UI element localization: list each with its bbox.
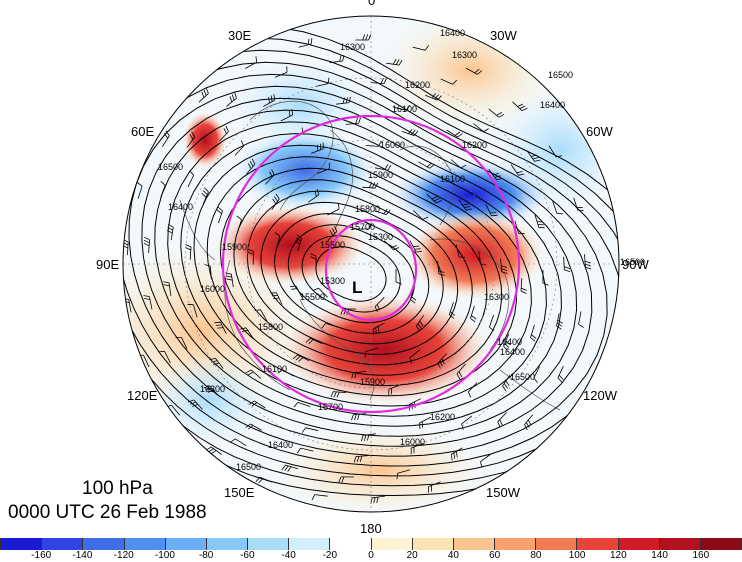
colorbar-cell [207, 538, 248, 550]
colorbar-tick-labels: -160 -140 -120 -100 -80 -60 -40 -20 0 20 40 60 80 100… [0, 551, 742, 562]
contour-label: 15900 [360, 377, 385, 387]
contour-label: 16000 [380, 140, 405, 150]
pale-cool-patch [150, 355, 270, 445]
colorbar-tick: 120 [610, 551, 627, 561]
colorbar-tick: -100 [155, 551, 175, 561]
colorbar-cell [330, 538, 371, 550]
contour-label: 16400 [168, 202, 193, 212]
colorbar-tick: 160 [692, 551, 709, 561]
contour-label: 16100 [392, 104, 417, 114]
longitude-label: 60E [131, 125, 154, 138]
colorbar-tick: 0 [368, 551, 374, 561]
contour-label: 15300 [368, 232, 393, 242]
contour-label: 15800 [258, 322, 283, 332]
contour-label: 15700 [350, 222, 375, 232]
colorbar-tick: -40 [281, 551, 295, 561]
colorbar-cell [660, 538, 701, 550]
contour-label: 16500 [548, 70, 573, 80]
colorbar-cell [495, 538, 536, 550]
colorbar-cell [619, 538, 660, 550]
contour-label: 15500 [320, 240, 345, 250]
colorbar-cell [248, 538, 289, 550]
colorbar-cell [536, 538, 577, 550]
colorbar-tick: 80 [530, 551, 541, 561]
contour-label: 16100 [262, 364, 287, 374]
contour-label: 16300 [452, 50, 477, 60]
contour-label: 16500 [158, 162, 183, 172]
contour-label: 15900 [368, 170, 393, 180]
colorbar-tick: 100 [569, 551, 586, 561]
contour-label: 16100 [440, 174, 465, 184]
anomaly-shading [80, 10, 630, 515]
colorbar-tick: 60 [489, 551, 500, 561]
contour-label: 15500 [300, 292, 325, 302]
contour-label: 16300 [340, 42, 365, 52]
pale-warm-patch [270, 425, 490, 515]
contour-label: 15800 [355, 204, 380, 214]
longitude-label: 30E [228, 29, 251, 42]
colorbar-tick: 20 [407, 551, 418, 561]
contour-label: 16200 [430, 412, 455, 422]
contour-label: 16400 [500, 347, 525, 357]
valid-time-label: 0000 UTC 26 Feb 1988 [8, 503, 207, 523]
contour-label: 15700 [318, 402, 343, 412]
contour-label: 15300 [320, 276, 345, 286]
colorbar-cell [0, 538, 42, 550]
colorbar-tick: 140 [651, 551, 668, 561]
positive-anomaly-canada [405, 210, 545, 300]
contour-label: 16300 [200, 384, 225, 394]
colorbar-tick: 40 [448, 551, 459, 561]
low-pressure-symbol: L [352, 278, 362, 297]
longitude-label: 120W [583, 389, 617, 402]
longitude-label: 30W [490, 29, 517, 42]
longitude-label: 150E [224, 486, 254, 499]
contour-label: 16400 [497, 337, 522, 347]
colorbar-cell [577, 538, 618, 550]
colorbar-tick: -60 [240, 551, 254, 561]
colorbar-cell [289, 538, 330, 550]
contour-label: 16500 [510, 372, 535, 382]
colorbar-tick: -160 [31, 551, 51, 561]
contour-label: 16000 [400, 437, 425, 447]
colorbar-cell [413, 538, 454, 550]
colorbar-cell [166, 538, 207, 550]
longitude-label: 150W [486, 486, 520, 499]
pressure-level-label: 100 hPa [82, 479, 153, 499]
longitude-label: 180 [360, 522, 382, 535]
colorbar-tick: -120 [114, 551, 134, 561]
colorbar-tick: -140 [72, 551, 92, 561]
colorbar-cell [83, 538, 124, 550]
contour-label: 16300 [484, 292, 509, 302]
colorbar-cell [372, 538, 413, 550]
longitude-label: 0 [368, 0, 375, 7]
colorbar-cell [454, 538, 495, 550]
longitude-label: 90E [96, 258, 119, 271]
colorbar-cell [42, 538, 83, 550]
colorbar [0, 538, 742, 550]
longitude-label: 90W [622, 258, 649, 271]
contour-label: 16200 [405, 80, 430, 90]
colorbar-cell [125, 538, 166, 550]
contour-label: 15900 [222, 242, 247, 252]
colorbar-tick: -20 [323, 551, 337, 561]
contour-label: 16000 [200, 284, 225, 294]
contour-label: 16500 [236, 462, 261, 472]
colorbar-tick: -80 [199, 551, 213, 561]
longitude-label: 120E [127, 389, 157, 402]
contour-label: 16200 [462, 140, 487, 150]
colorbar-cell [701, 538, 742, 550]
contour-label: 16400 [268, 440, 293, 450]
longitude-label: 60W [586, 125, 613, 138]
